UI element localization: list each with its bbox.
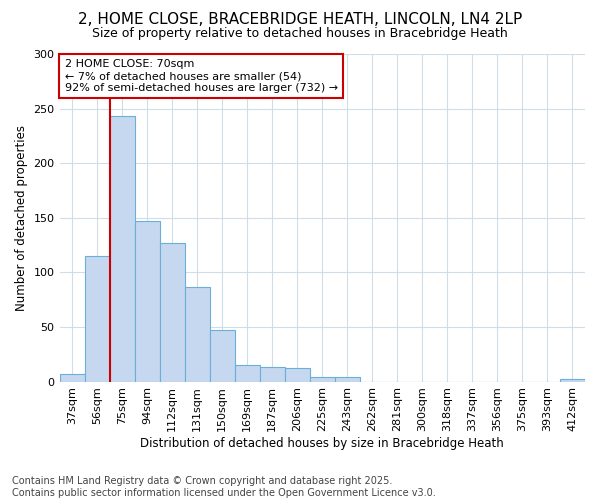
Bar <box>560 380 585 382</box>
Text: Size of property relative to detached houses in Bracebridge Heath: Size of property relative to detached ho… <box>92 28 508 40</box>
Bar <box>85 256 110 382</box>
Bar <box>160 243 185 382</box>
Y-axis label: Number of detached properties: Number of detached properties <box>15 125 28 311</box>
Bar <box>134 221 160 382</box>
Bar <box>285 368 310 382</box>
Bar <box>335 377 360 382</box>
Bar <box>209 330 235 382</box>
Bar <box>59 374 85 382</box>
Bar <box>260 368 285 382</box>
Text: 2, HOME CLOSE, BRACEBRIDGE HEATH, LINCOLN, LN4 2LP: 2, HOME CLOSE, BRACEBRIDGE HEATH, LINCOL… <box>78 12 522 28</box>
Bar <box>235 365 260 382</box>
X-axis label: Distribution of detached houses by size in Bracebridge Heath: Distribution of detached houses by size … <box>140 437 504 450</box>
Bar <box>110 116 134 382</box>
Bar <box>185 286 209 382</box>
Text: Contains HM Land Registry data © Crown copyright and database right 2025.
Contai: Contains HM Land Registry data © Crown c… <box>12 476 436 498</box>
Text: 2 HOME CLOSE: 70sqm
← 7% of detached houses are smaller (54)
92% of semi-detache: 2 HOME CLOSE: 70sqm ← 7% of detached hou… <box>65 60 338 92</box>
Bar <box>310 377 335 382</box>
